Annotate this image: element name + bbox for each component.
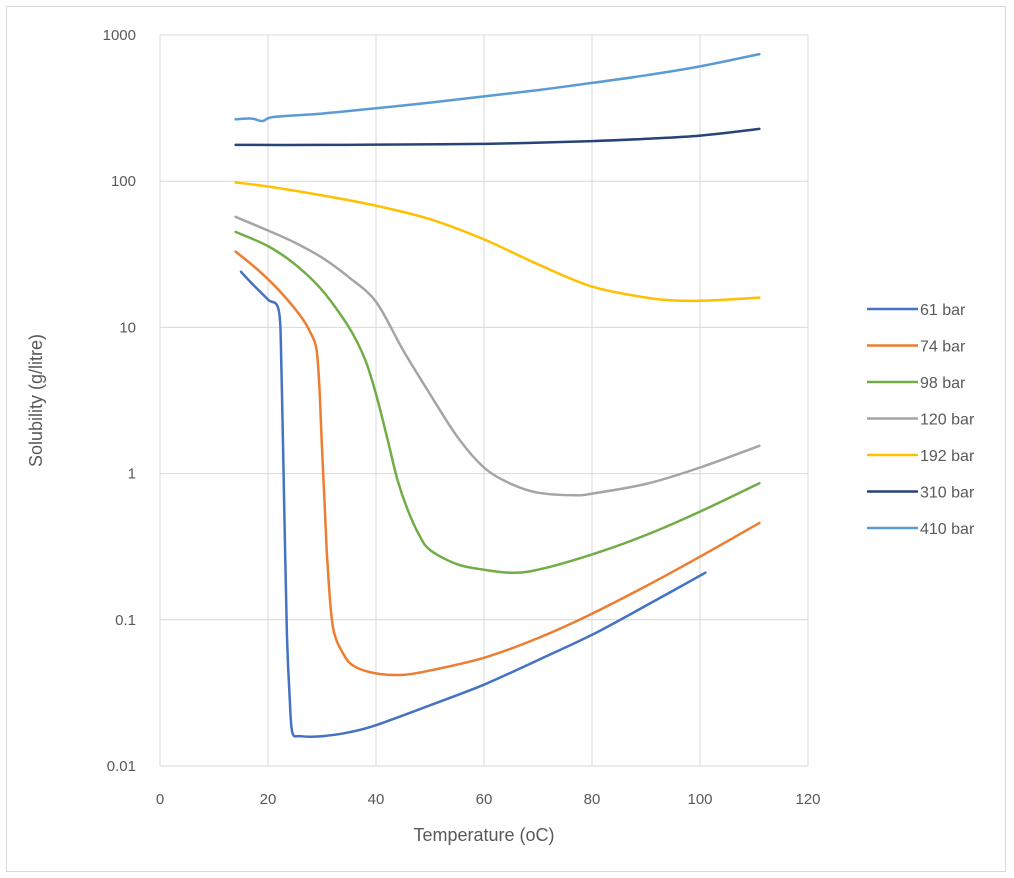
series-line-192-bar [234,181,761,303]
legend-label: 410 bar [920,521,975,538]
legend-label: 98 bar [920,375,966,392]
series-line-410-bar [234,52,761,123]
y-tick-label: 1 [128,466,136,483]
legend-label: 120 bar [920,412,975,429]
tick-labels: 0 20 40 60 80 100 120 0.01 0.1 1 10 100 1000 [103,27,821,808]
y-tick-label: 100 [111,173,136,190]
y-tick-label: 1000 [103,27,136,44]
x-tick-label: 40 [368,791,385,808]
legend: 61 bar 74 bar 98 bar 120 bar 192 bar 310 bar 4… [867,302,975,538]
y-tick-label: 0.1 [115,612,136,629]
chart-frame [6,6,1006,872]
series-line-310-bar [234,127,761,147]
legend-label: 74 bar [920,339,966,356]
legend-label: 192 bar [920,448,975,465]
x-tick-label: 120 [795,791,820,808]
series-line-61-bar [239,270,707,738]
x-tick-label: 0 [156,791,164,808]
gridlines [159,34,809,767]
x-tick-label: 100 [687,791,712,808]
legend-label: 310 bar [920,485,975,502]
series-line-74-bar [234,250,761,677]
x-tick-label: 80 [584,791,601,808]
series-line-98-bar [234,230,761,574]
series-line-120-bar [234,215,761,497]
legend-label: 61 bar [920,302,966,319]
series-lines [234,52,761,738]
y-axis-title: Solubility (g/litre) [26,334,46,467]
y-tick-label: 0.01 [107,758,136,775]
x-tick-label: 20 [260,791,277,808]
y-tick-label: 10 [119,319,136,336]
x-tick-label: 60 [476,791,493,808]
x-axis-title: Temperature (oC) [413,825,554,845]
